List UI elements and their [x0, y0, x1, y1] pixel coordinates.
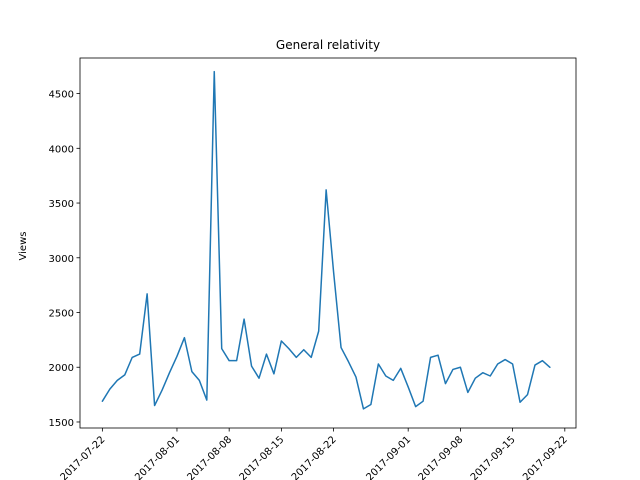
- x-tick-label: 2017-07-22: [59, 434, 108, 480]
- y-tick-label: 1500: [49, 418, 74, 429]
- y-tick-label: 2500: [49, 309, 74, 320]
- x-tick-label: 2017-09-08: [417, 434, 466, 480]
- x-tick-label: 2017-08-15: [238, 434, 287, 480]
- y-tick-label: 4500: [49, 90, 74, 101]
- x-tick-label: 2017-09-01: [364, 434, 413, 480]
- y-tick-label: 2000: [49, 363, 74, 374]
- x-tick-label: 2017-08-22: [290, 434, 339, 480]
- x-axis: 2017-07-22 2017-08-01 2017-08-08 2017-08-15…: [59, 428, 570, 480]
- chart-title: General relativity: [276, 38, 380, 52]
- y-tick-label: 3500: [49, 199, 74, 210]
- plot-area-frame: [79, 57, 577, 429]
- views-series-line: [101, 70, 551, 410]
- y-axis: 1500 2000 2500 3000 3500 4000 4500: [49, 90, 80, 429]
- y-tick-label: 3000: [49, 254, 74, 265]
- y-tick-label: 4000: [49, 144, 74, 155]
- x-tick-label: 2017-08-08: [185, 434, 234, 480]
- y-axis-label: Views: [18, 232, 29, 261]
- x-tick-label: 2017-09-22: [521, 434, 570, 480]
- x-tick-label: 2017-09-15: [469, 434, 518, 480]
- x-tick-label: 2017-08-01: [133, 434, 182, 480]
